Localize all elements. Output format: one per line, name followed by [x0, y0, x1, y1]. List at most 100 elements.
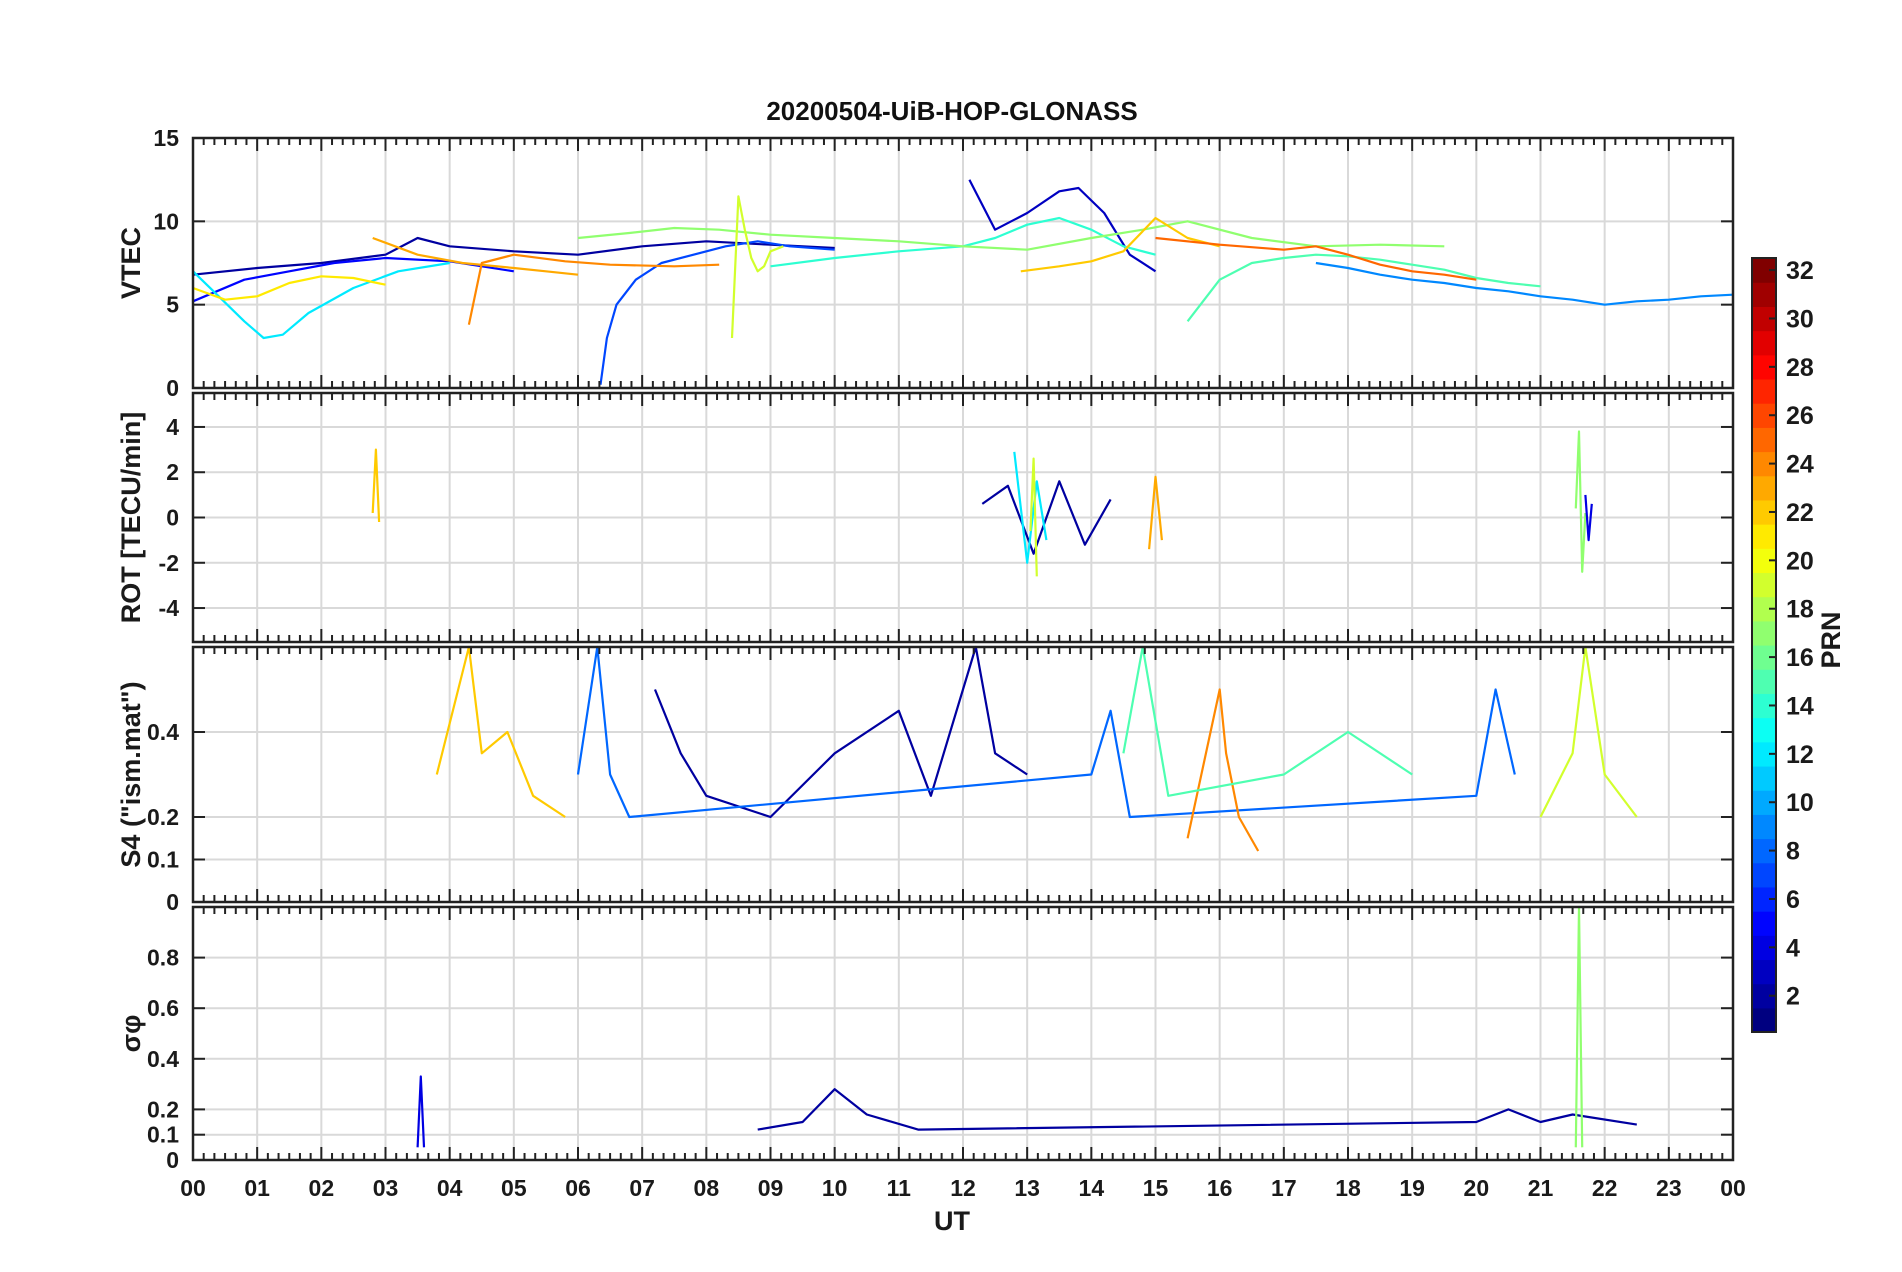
y-tick-label: 0.8 — [147, 945, 179, 971]
x-tick-label: 20 — [1464, 1175, 1490, 1201]
colorbar-tick-label: 24 — [1786, 451, 1814, 479]
y-axis-label: ROT [TECU/min] — [116, 412, 146, 623]
x-tick-label: 23 — [1656, 1175, 1682, 1201]
colorbar-segment — [1752, 282, 1776, 307]
series-prn-12 — [1013, 451, 1048, 564]
x-tick-label: 01 — [244, 1175, 270, 1201]
chart-title: 20200504-UiB-HOP-GLONASS — [766, 96, 1137, 126]
y-tick-label: -2 — [159, 550, 179, 576]
colorbar-label: PRN — [1816, 611, 1846, 668]
colorbar-segment — [1752, 959, 1776, 985]
x-tick-label: 12 — [950, 1175, 976, 1201]
colorbar-tick-label: 14 — [1786, 692, 1814, 720]
series-prn-9 — [1315, 261, 1734, 306]
colorbar-segment — [1752, 427, 1776, 453]
y-tick-label: 15 — [153, 125, 179, 151]
colorbar-tick-label: 12 — [1786, 741, 1814, 769]
series-prn-2 — [653, 645, 1028, 819]
colorbar-tick-label: 22 — [1786, 499, 1814, 527]
series-prn-23 — [372, 236, 579, 276]
colorbar-segment — [1752, 475, 1776, 501]
colorbar-tick-label: 2 — [1786, 983, 1800, 1011]
series-prn-2 — [192, 236, 835, 276]
colorbar-tick-label: 28 — [1786, 354, 1814, 382]
panel-frame — [191, 136, 1735, 390]
x-tick-labels: 00 01 02 03 04 05 06 07 08 09 10 11 12 13 14 15 16 17 18 19… — [180, 1175, 1746, 1201]
colorbar-segment — [1752, 911, 1776, 936]
series-prn-4 — [1584, 494, 1593, 542]
y-tick-label: 0.1 — [147, 1122, 179, 1148]
y-tick-label: 4 — [166, 414, 179, 440]
panel-frame — [191, 905, 1735, 1162]
series-prn-22 — [1020, 216, 1220, 273]
y-tick-label: 10 — [153, 208, 179, 234]
y-tick-label: 0.4 — [147, 1046, 179, 1072]
y-tick-label: 0 — [166, 505, 179, 531]
x-tick-label: 00 — [1720, 1175, 1746, 1201]
colorbar-tick-label: 10 — [1786, 789, 1814, 817]
y-axis-label: VTEC — [116, 227, 146, 299]
y-axis-label: S4 ("ism.mat") — [116, 681, 146, 867]
series-prn-24 — [467, 253, 720, 325]
y-tick-label: 0 — [166, 375, 179, 401]
series-prn-25 — [1155, 236, 1477, 281]
colorbar-segment — [1752, 620, 1776, 646]
series-prn-17 — [1574, 430, 1587, 573]
series-prn-4 — [416, 1075, 426, 1148]
colorbar-segment — [1752, 1007, 1776, 1033]
series-prn-24 — [1186, 688, 1260, 852]
x-tick-label: 19 — [1399, 1175, 1425, 1201]
colorbar-segment — [1752, 378, 1776, 404]
x-tick-label: 21 — [1528, 1175, 1554, 1201]
x-tick-label: 22 — [1592, 1175, 1618, 1201]
series-prn-17 — [577, 220, 1445, 251]
series-prn-23 — [1148, 475, 1163, 550]
colorbar-tick-label: 30 — [1786, 305, 1814, 333]
colorbar-segment — [1752, 814, 1776, 840]
colorbar-tick-label: 26 — [1786, 402, 1814, 430]
colorbar-tick-label: 6 — [1786, 886, 1800, 914]
colorbar-segment — [1752, 524, 1776, 549]
series-prn-7 — [599, 240, 835, 385]
series-prn-22 — [371, 448, 381, 523]
y-axis-label: σφ — [116, 1015, 146, 1053]
x-tick-label: 03 — [373, 1175, 399, 1201]
colorbar-tick-label: 4 — [1786, 934, 1800, 962]
series-prn-14 — [770, 216, 1156, 268]
panel-4: 00.10.2 0.4 0.6 0.8 σφ — [116, 905, 1735, 1173]
x-tick-label: 15 — [1143, 1175, 1169, 1201]
y-tick-label: -4 — [159, 595, 180, 621]
x-tick-label: 00 — [180, 1175, 206, 1201]
series-prn-2 — [981, 480, 1112, 555]
x-tick-label: 10 — [822, 1175, 848, 1201]
y-tick-label: 0.4 — [147, 719, 179, 745]
panel-1: 0 5 10 15 VTEC — [116, 125, 1735, 401]
colorbar-segment — [1752, 862, 1776, 888]
x-tick-label: 02 — [309, 1175, 335, 1201]
colorbar-frame — [1751, 257, 1777, 1033]
x-tick-label: 05 — [501, 1175, 527, 1201]
colorbar-segment — [1752, 669, 1776, 694]
colorbar-segment — [1752, 330, 1776, 356]
colorbar-segment — [1752, 765, 1776, 791]
panel-frame — [191, 645, 1735, 904]
colorbar-tick-label: 8 — [1786, 838, 1800, 866]
x-axis-label: UT — [934, 1206, 970, 1236]
panel-3: 0 0.1 0.2 0.4S4 ("ism.mat") — [116, 645, 1735, 915]
x-tick-label: 14 — [1079, 1175, 1105, 1201]
y-tick-label: 0.1 — [147, 847, 179, 873]
y-tick-label: 2 — [166, 459, 179, 485]
panel-2: -4 -2 0 2 4 ROT [TECU/min] — [116, 391, 1735, 644]
panel-frame — [191, 391, 1735, 644]
series-prn-19 — [730, 195, 784, 339]
x-tick-label: 04 — [437, 1175, 463, 1201]
series-prn-12 — [192, 261, 450, 340]
y-tick-label: 5 — [166, 292, 179, 318]
series-prn-2 — [757, 1088, 1637, 1131]
x-tick-label: 08 — [694, 1175, 720, 1201]
x-tick-label: 16 — [1207, 1175, 1233, 1201]
y-tick-label: 0.2 — [147, 804, 179, 830]
series-prn-22 — [435, 645, 566, 818]
